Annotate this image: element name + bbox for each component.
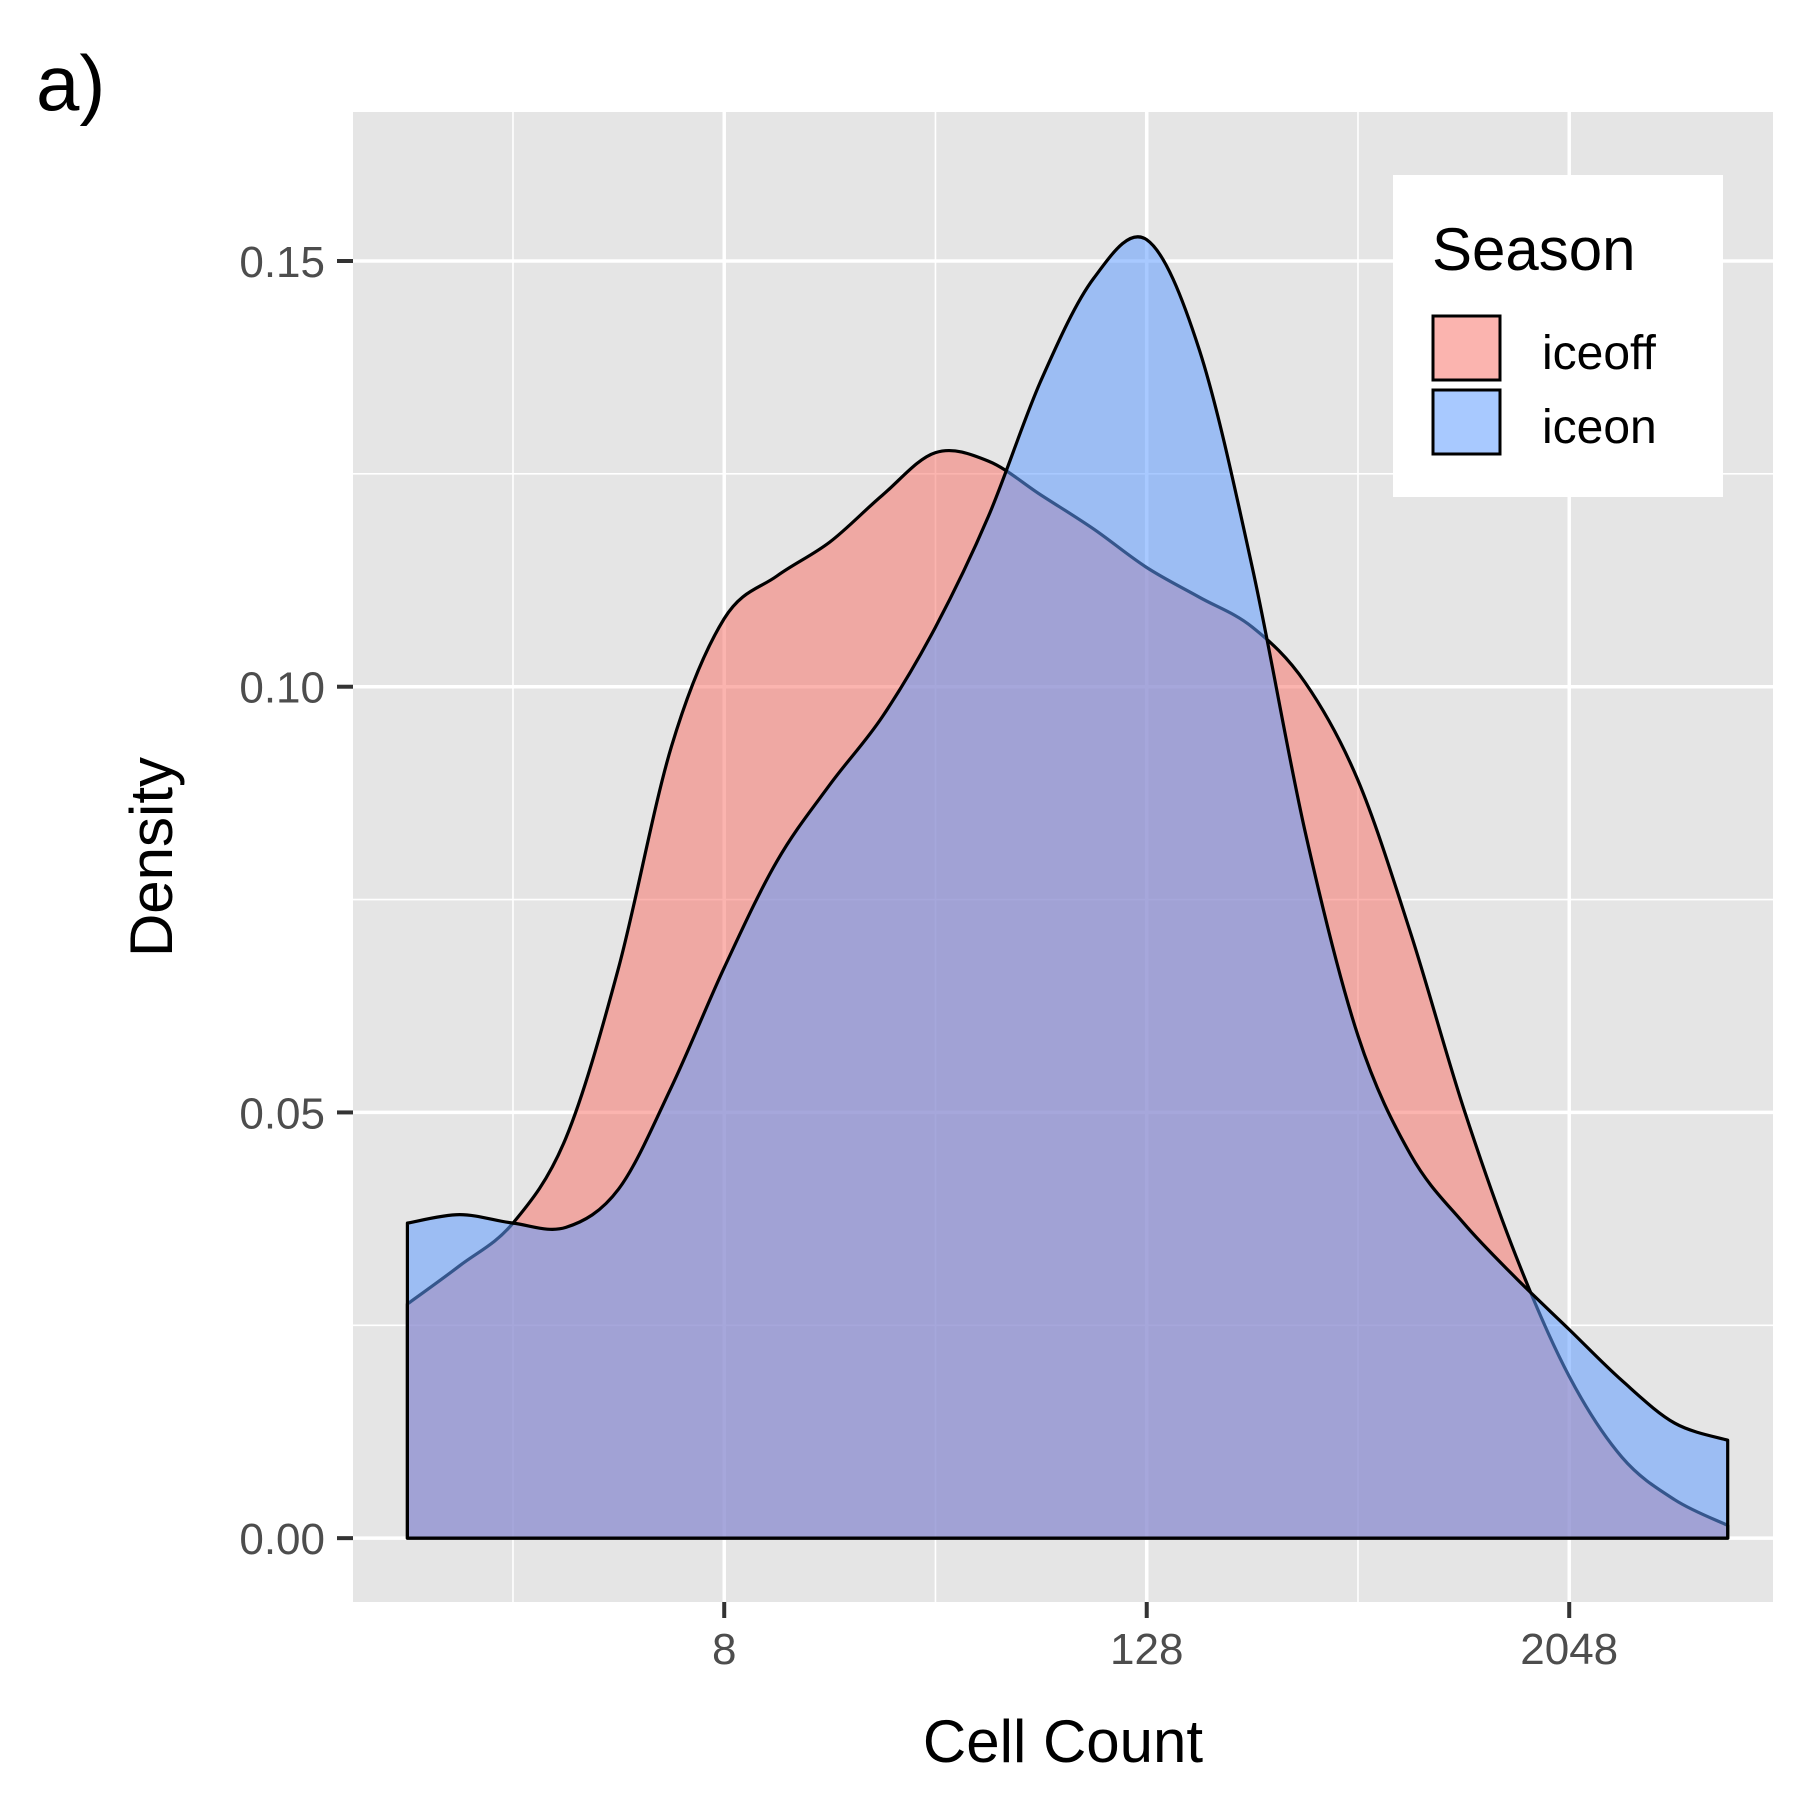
y-tick-label: 0.15	[239, 238, 325, 287]
y-tick-label: 0.10	[239, 664, 325, 713]
x-axis-title: Cell Count	[923, 1708, 1203, 1775]
legend-label-iceoff: iceoff	[1542, 327, 1657, 380]
axes: 0.00 0.05 0.10 0.15 8 128 2048	[239, 238, 1618, 1674]
x-tick-label: 8	[712, 1625, 736, 1674]
legend-key-iceoff	[1431, 314, 1502, 382]
panel-label: a)	[36, 39, 105, 127]
density-area-iceon	[405, 235, 1730, 1540]
legend-title: Season	[1432, 216, 1636, 283]
y-axis-title: Density	[118, 757, 185, 957]
x-tick-label: 128	[1110, 1625, 1183, 1674]
density-areas	[405, 235, 1730, 1540]
x-tick-label: 2048	[1520, 1625, 1618, 1674]
y-tick-label: 0.00	[239, 1515, 325, 1564]
y-tick-label: 0.05	[239, 1089, 325, 1138]
legend-key-iceon	[1431, 388, 1502, 456]
legend: Season iceoff iceon	[1393, 175, 1723, 497]
legend-label-iceon: iceon	[1542, 401, 1657, 454]
